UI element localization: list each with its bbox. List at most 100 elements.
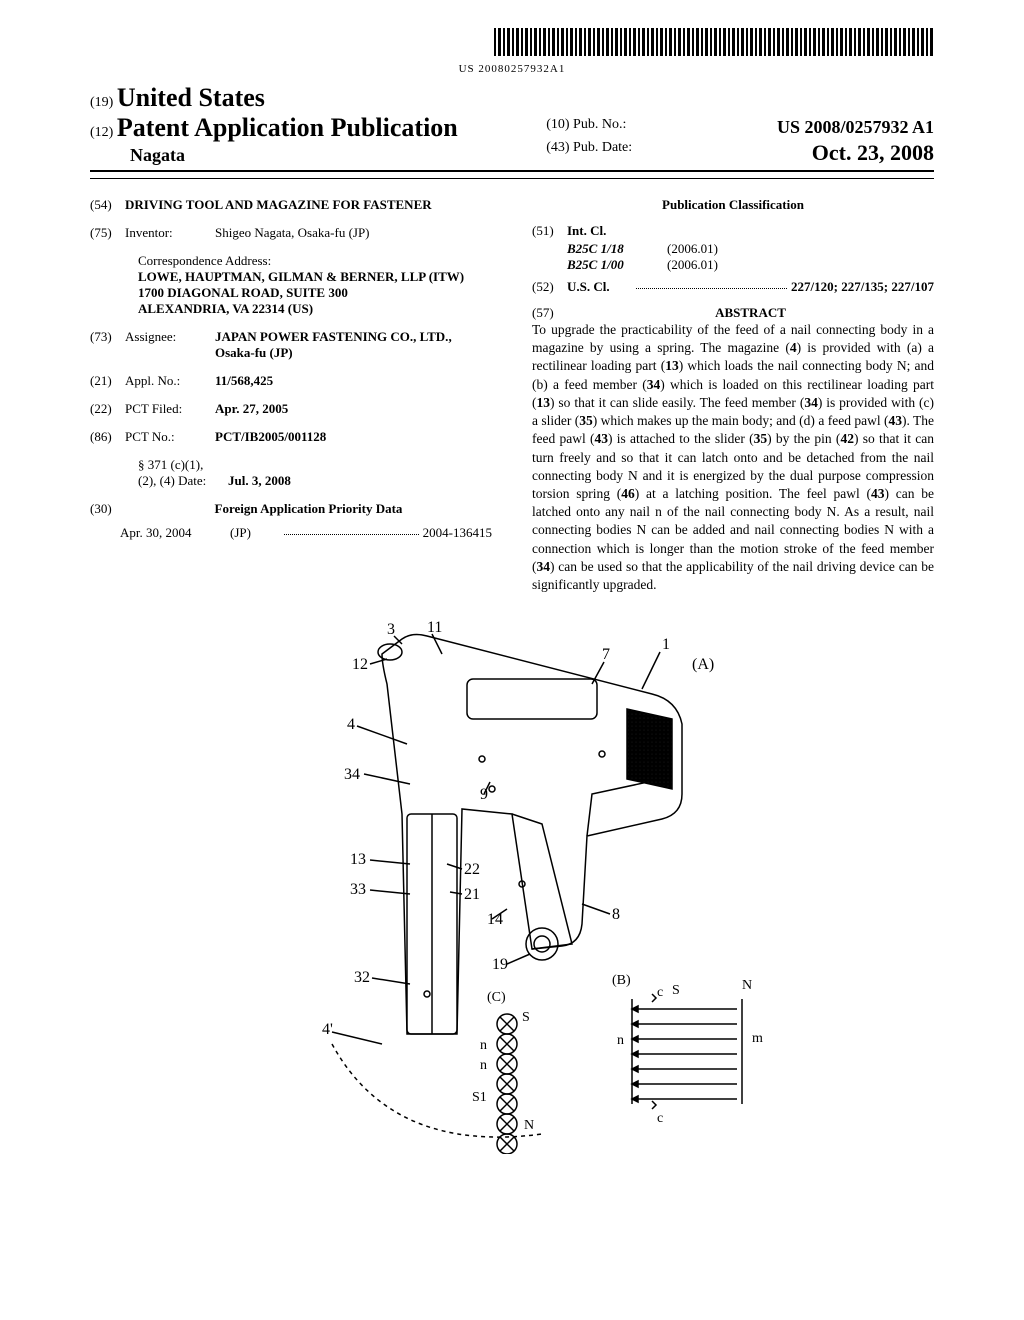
left-column: (54) DRIVING TOOL AND MAGAZINE FOR FASTE… [90, 197, 492, 594]
foreign-country: (JP) [230, 525, 280, 541]
foreign-section: (30) Foreign Application Priority Data A… [90, 501, 492, 541]
s371-row: § 371 (c)(1), (2), (4) Date: Jul. 3, 200… [138, 457, 492, 489]
header: (19) United States (12) Patent Applicati… [90, 83, 934, 172]
uscl-label: U.S. Cl. [567, 279, 632, 295]
svg-text:n: n [480, 1058, 487, 1073]
title-row: (54) DRIVING TOOL AND MAGAZINE FOR FASTE… [90, 197, 492, 213]
body-columns: (54) DRIVING TOOL AND MAGAZINE FOR FASTE… [90, 197, 934, 594]
author-line: Nagata [130, 145, 546, 166]
svg-text:1: 1 [662, 636, 670, 653]
svg-text:11: 11 [427, 619, 442, 636]
intcl-code: (51) [532, 223, 567, 239]
intcl-item-1-date: (2006.01) [667, 257, 718, 273]
appl-code: (21) [90, 373, 125, 389]
intcl-item-1: B25C 1/00 (2006.01) [567, 257, 934, 273]
code-19: (19) [90, 95, 113, 110]
dots-icon [636, 279, 787, 289]
assignee-row: (73) Assignee: JAPAN POWER FASTENING CO.… [90, 329, 492, 361]
invention-title: DRIVING TOOL AND MAGAZINE FOR FASTENER [125, 197, 432, 213]
pct-no-value: PCT/IB2005/001128 [215, 429, 492, 445]
svg-text:S: S [672, 983, 680, 998]
foreign-entry: Apr. 30, 2004 (JP) 2004-136415 [90, 525, 492, 541]
abstract-title: ABSTRACT [567, 305, 934, 321]
svg-text:21: 21 [464, 886, 480, 903]
uscl-value: 227/120; 227/135; 227/107 [791, 279, 934, 295]
svg-text:8: 8 [612, 906, 620, 923]
svg-text:c: c [657, 1111, 663, 1126]
svg-text:N: N [742, 978, 752, 993]
abstract-text: To upgrade the practicability of the fee… [532, 321, 934, 594]
appl-value: 11/568,425 [215, 373, 492, 389]
svg-text:32: 32 [354, 969, 370, 986]
s371-label: § 371 (c)(1), (2), (4) Date: [138, 457, 228, 489]
header-left: (19) United States (12) Patent Applicati… [90, 83, 546, 166]
svg-text:n: n [480, 1038, 487, 1053]
corr-label: Correspondence Address: [138, 253, 492, 269]
svg-text:(A): (A) [692, 656, 714, 673]
pub-date-value: Oct. 23, 2008 [812, 140, 934, 166]
correspondence-block: Correspondence Address: LOWE, HAUPTMAN, … [138, 253, 492, 317]
svg-text:S1: S1 [472, 1090, 487, 1105]
author-name: Nagata [130, 145, 185, 165]
barcode-section: US 20080257932A1 [90, 28, 934, 75]
united-states: United States [117, 83, 265, 112]
svg-text:c: c [657, 985, 663, 1000]
svg-text:4: 4 [347, 716, 355, 733]
pub-no-value: US 2008/0257932 A1 [777, 117, 934, 138]
header-right: (10) Pub. No.: US 2008/0257932 A1 (43) P… [546, 117, 934, 166]
right-column: Publication Classification (51) Int. Cl.… [532, 197, 934, 594]
pct-filed-label: PCT Filed: [125, 401, 215, 417]
svg-text:(C): (C) [487, 990, 506, 1005]
pct-filed-row: (22) PCT Filed: Apr. 27, 2005 [90, 401, 492, 417]
svg-text:m: m [752, 1031, 763, 1046]
pub-date-row: (43) Pub. Date: Oct. 23, 2008 [546, 140, 934, 166]
svg-text:n: n [617, 1033, 624, 1048]
assignee-label: Assignee: [125, 329, 215, 361]
driving-tool-diagram-icon: 3 11 12 4 34 13 33 32 7 1 (A) 9 22 21 14… [232, 614, 792, 1154]
uscl-code: (52) [532, 279, 567, 295]
foreign-code: (30) [90, 501, 125, 517]
uscl-row: (52) U.S. Cl. 227/120; 227/135; 227/107 [532, 279, 934, 295]
patent-page: US 20080257932A1 (19) United States (12)… [0, 0, 1024, 1179]
publication-type: Patent Application Publication [117, 113, 458, 142]
intcl-item-0-code: B25C 1/18 [567, 241, 667, 257]
svg-text:7: 7 [602, 646, 610, 663]
title-code: (54) [90, 197, 125, 213]
svg-text:N: N [524, 1118, 534, 1133]
intcl-row: (51) Int. Cl. [532, 223, 934, 239]
svg-text:19: 19 [492, 956, 508, 973]
abstract-code: (57) [532, 305, 567, 321]
inventor-row: (75) Inventor: Shigeo Nagata, Osaka-fu (… [90, 225, 492, 241]
pub-class-title: Publication Classification [532, 197, 934, 213]
svg-text:13: 13 [350, 851, 366, 868]
pct-filed-value: Apr. 27, 2005 [215, 401, 492, 417]
foreign-num: 2004-136415 [423, 525, 492, 541]
corr-line3: ALEXANDRIA, VA 22314 (US) [138, 301, 492, 317]
pub-no-label: (10) Pub. No.: [546, 117, 626, 138]
inventor-code: (75) [90, 225, 125, 241]
inventor-value: Shigeo Nagata, Osaka-fu (JP) [215, 225, 492, 241]
intcl-item-1-code: B25C 1/00 [567, 257, 667, 273]
svg-text:33: 33 [350, 881, 366, 898]
pct-no-label: PCT No.: [125, 429, 215, 445]
intcl-item-0: B25C 1/18 (2006.01) [567, 241, 934, 257]
intcl-item-0-date: (2006.01) [667, 241, 718, 257]
svg-text:22: 22 [464, 861, 480, 878]
svg-text:3: 3 [387, 621, 395, 638]
us-line: (19) United States [90, 83, 546, 113]
corr-line1: LOWE, HAUPTMAN, GILMAN & BERNER, LLP (IT… [138, 269, 492, 285]
divider [90, 178, 934, 179]
dots-icon [284, 525, 419, 535]
pct-no-code: (86) [90, 429, 125, 445]
svg-text:4': 4' [322, 1021, 333, 1038]
pct-no-row: (86) PCT No.: PCT/IB2005/001128 [90, 429, 492, 445]
svg-text:12: 12 [352, 656, 368, 673]
pub-line: (12) Patent Application Publication [90, 113, 546, 143]
pub-date-label: (43) Pub. Date: [546, 140, 632, 166]
pub-no-row: (10) Pub. No.: US 2008/0257932 A1 [546, 117, 934, 138]
inventor-label: Inventor: [125, 225, 215, 241]
barcode-number: US 20080257932A1 [90, 63, 934, 75]
intcl-label: Int. Cl. [567, 223, 632, 239]
assignee-code: (73) [90, 329, 125, 361]
appl-label: Appl. No.: [125, 373, 215, 389]
